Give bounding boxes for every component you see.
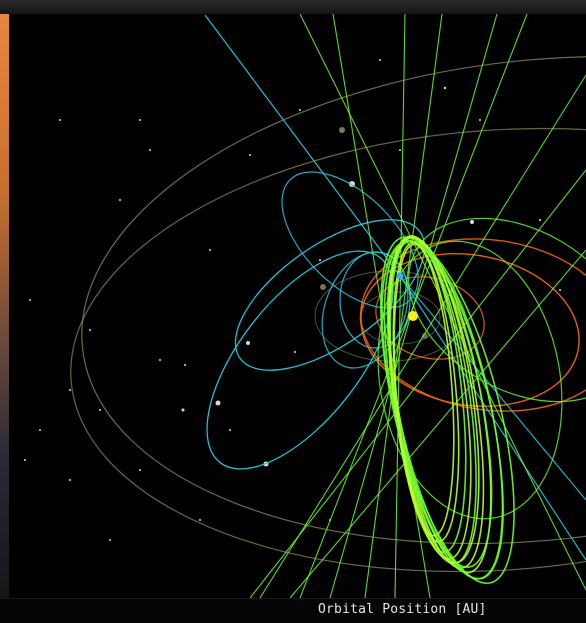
planet	[320, 284, 326, 290]
green-trajectory	[394, 14, 406, 598]
green-trajectory	[364, 14, 443, 598]
star	[29, 299, 31, 301]
star	[299, 109, 301, 111]
star	[149, 149, 151, 151]
lime-orbit	[393, 243, 455, 537]
star	[470, 220, 474, 224]
status-footer: Orbital Position [AU]	[0, 598, 586, 623]
background-edge	[0, 14, 9, 604]
star	[559, 289, 561, 291]
star	[215, 400, 221, 406]
star	[159, 359, 161, 361]
star	[294, 351, 296, 353]
cyan-orbit	[281, 171, 419, 309]
star	[69, 479, 71, 481]
star	[539, 219, 541, 221]
star	[209, 249, 211, 251]
cyan-orbit	[206, 250, 394, 470]
star	[69, 389, 71, 391]
cyan-trajectory	[399, 275, 586, 501]
planet	[339, 127, 345, 133]
star	[229, 429, 231, 431]
lime-orbit	[381, 239, 515, 585]
star	[184, 364, 186, 366]
planet-orbit	[81, 55, 586, 545]
green-trajectory	[259, 74, 586, 598]
planet-orbit	[70, 127, 586, 573]
planet	[422, 333, 428, 339]
orbit-canvas[interactable]	[9, 14, 586, 598]
cyan-trajectory	[204, 14, 401, 277]
cyan-orbit	[321, 251, 409, 369]
star	[319, 259, 321, 261]
green-orbit	[377, 240, 563, 520]
star	[24, 459, 26, 461]
star	[246, 341, 250, 345]
star	[399, 149, 401, 151]
cyan-orbit	[234, 219, 426, 371]
star	[479, 119, 481, 121]
axis-label: Orbital Position [AU]	[318, 602, 487, 617]
star	[109, 539, 111, 541]
sun	[408, 311, 418, 321]
star	[379, 59, 381, 61]
star	[99, 409, 101, 411]
star	[139, 469, 141, 471]
star	[139, 119, 141, 121]
focus-point	[396, 272, 404, 280]
green-trajectory	[289, 249, 586, 598]
star	[89, 329, 91, 331]
green-orbit	[408, 217, 586, 403]
lime-orbit	[380, 236, 504, 580]
window-top-bar	[0, 0, 586, 15]
star	[59, 119, 61, 121]
star	[181, 408, 185, 412]
star	[443, 86, 447, 90]
star	[199, 519, 201, 521]
star	[249, 154, 251, 156]
green-trajectory	[249, 169, 586, 598]
star	[119, 199, 121, 201]
star	[39, 429, 41, 431]
orbit-viewport[interactable]	[9, 14, 586, 598]
